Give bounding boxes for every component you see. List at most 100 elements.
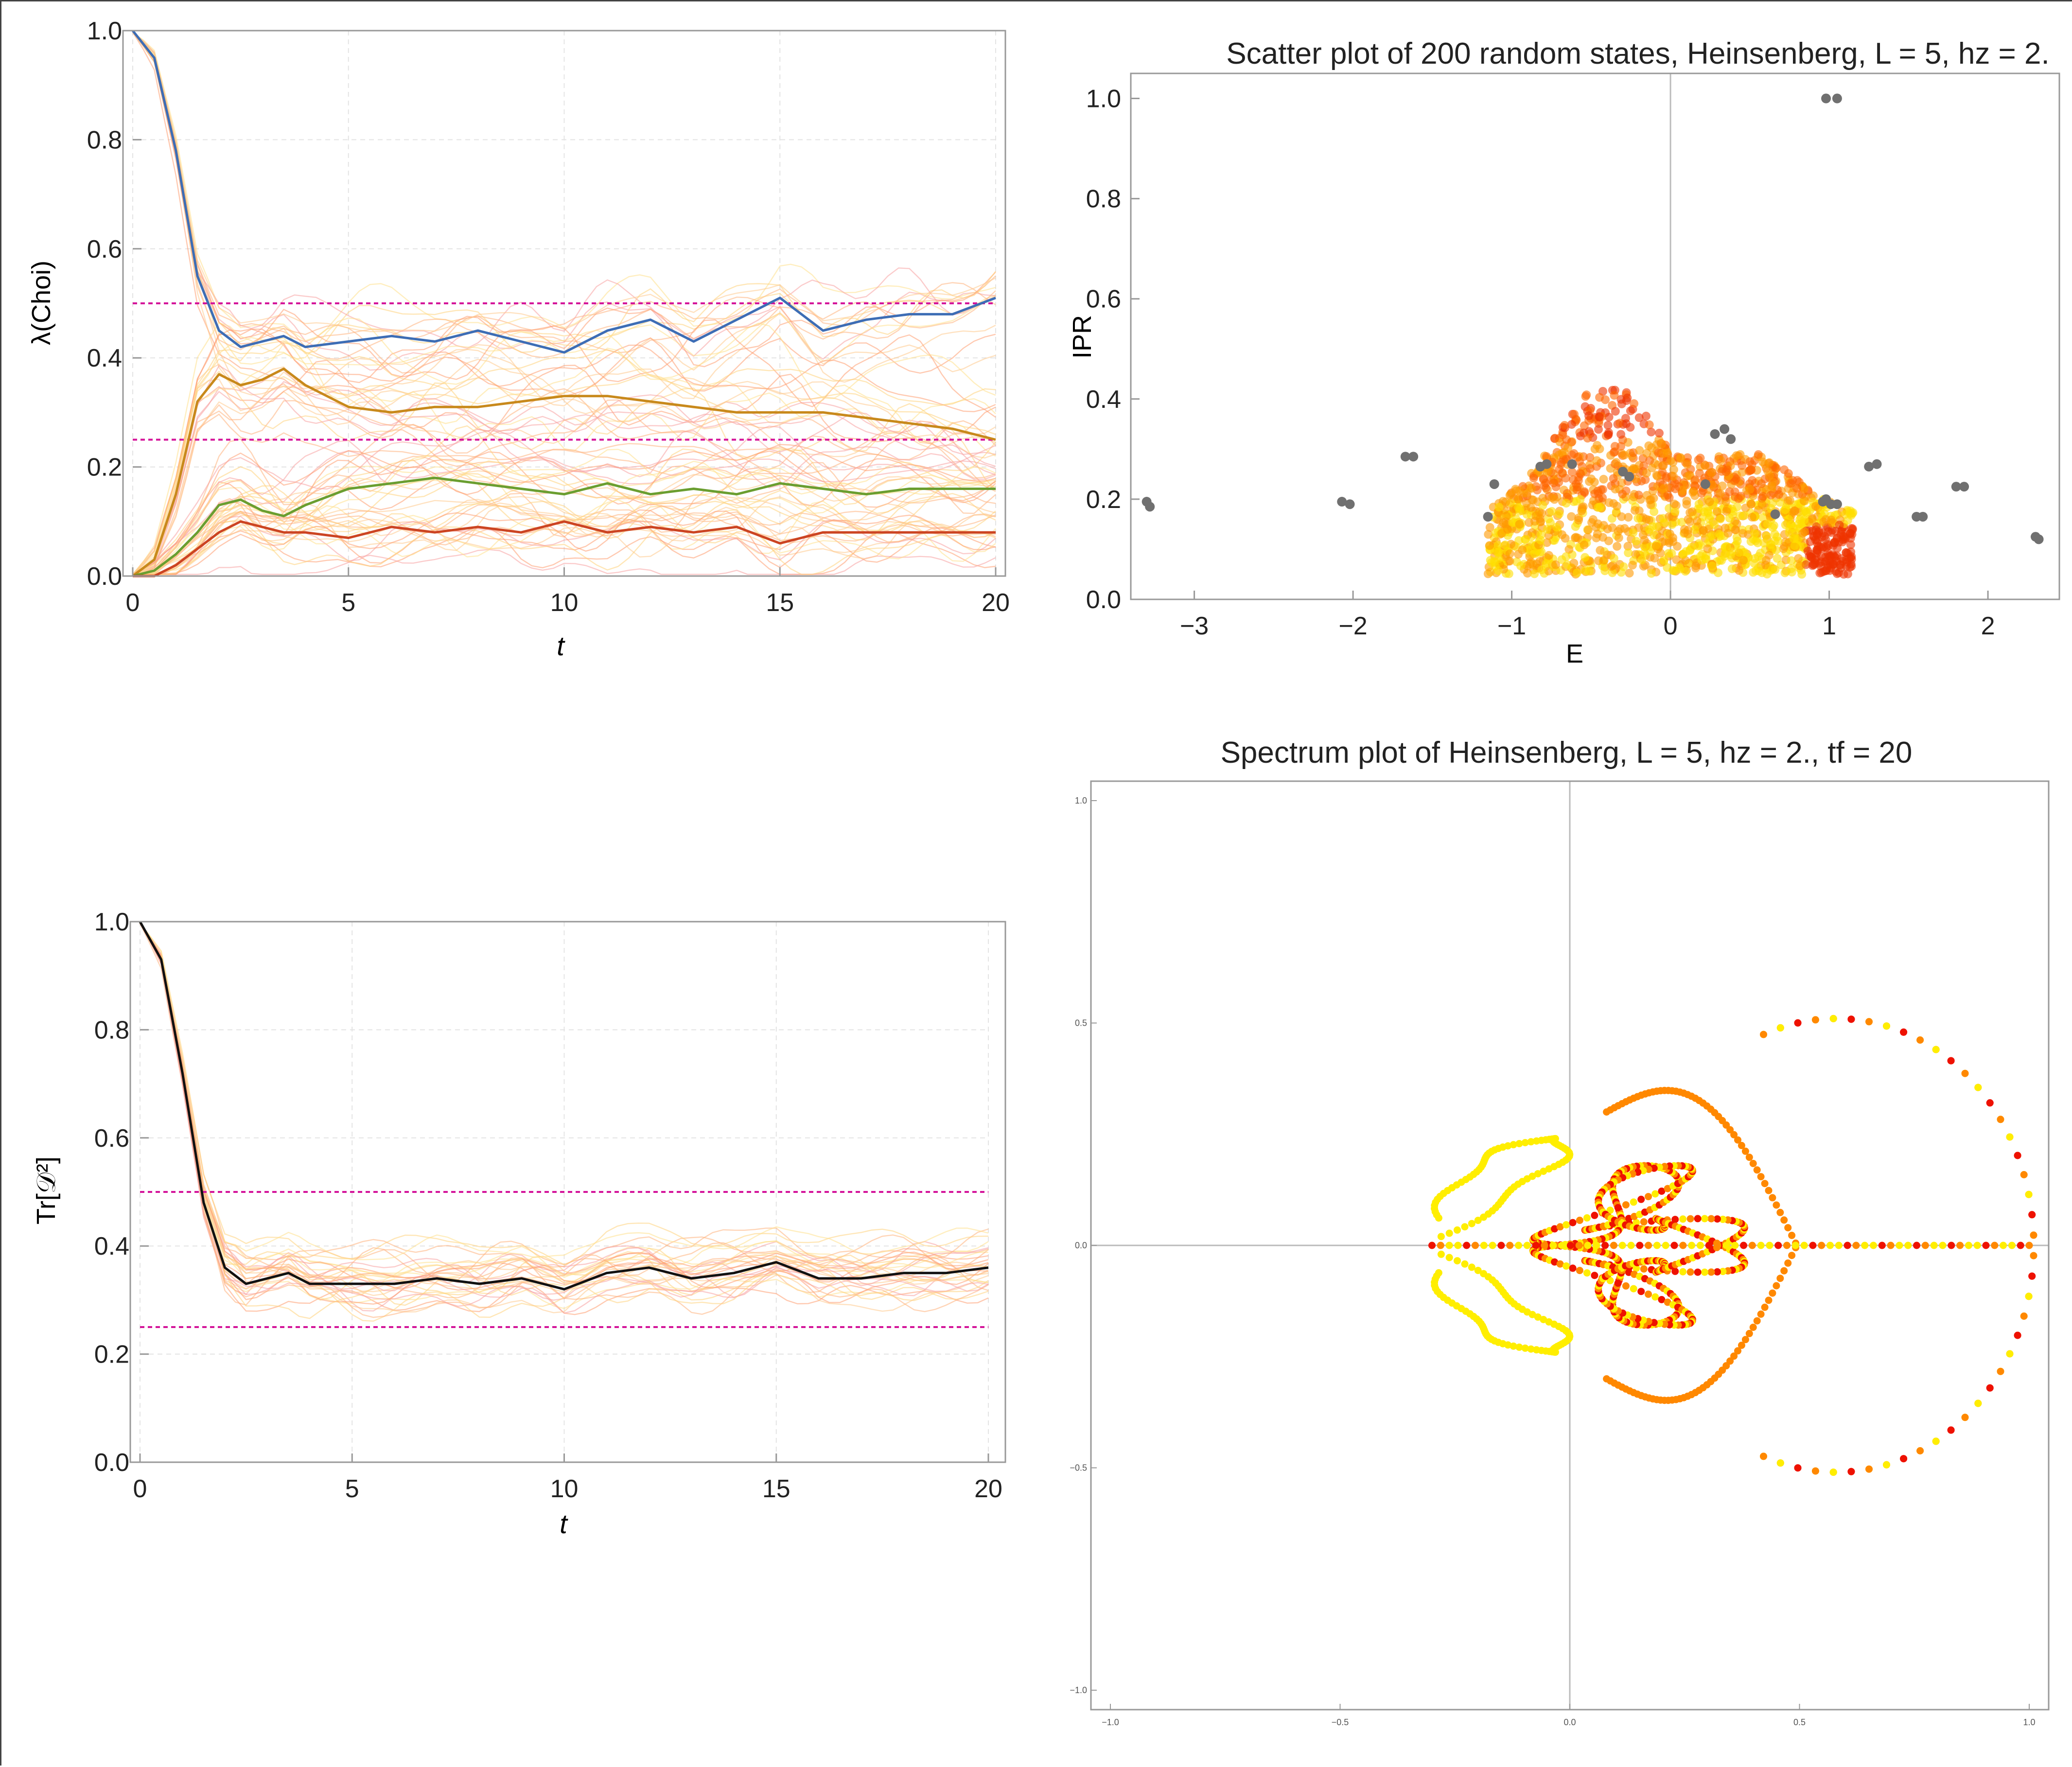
eigenvalue-point — [1761, 1303, 1769, 1311]
eigenvalue-point — [1811, 1467, 1819, 1475]
state-point — [1843, 549, 1852, 558]
eigenvalue-point — [1614, 1279, 1622, 1287]
eigenvalue-point — [1549, 1242, 1557, 1249]
eigenvalue-point — [1694, 1268, 1702, 1276]
state-point — [1647, 569, 1656, 578]
eigenvalue-point — [2020, 1312, 2028, 1320]
state-point — [1747, 500, 1756, 508]
state-point — [1630, 399, 1639, 408]
eigenvalue-point — [1445, 1229, 1453, 1237]
state-point — [1585, 477, 1594, 486]
eigenvalue-point — [1510, 1141, 1517, 1149]
state-point — [1690, 475, 1700, 484]
eigenvalue-point — [1461, 1260, 1469, 1268]
eigenstate-point — [2034, 534, 2044, 544]
eigenvalue-point — [1776, 1275, 1784, 1282]
eigenstate-point — [1832, 93, 1842, 104]
state-point — [1814, 528, 1823, 537]
background-trajectory — [132, 32, 996, 362]
y-axis-label: Tr[𝒟²] — [32, 1156, 61, 1225]
state-point — [1657, 439, 1667, 449]
eigenvalue-point — [1948, 1242, 1955, 1249]
y-tick-label: 1.0 — [1086, 85, 1121, 113]
state-point — [1549, 478, 1559, 488]
eigenvalue-point — [1757, 1242, 1765, 1249]
state-point — [1696, 552, 1705, 561]
state-point — [1610, 447, 1619, 456]
state-point — [1679, 550, 1688, 559]
eigenvalue-point — [1679, 1242, 1687, 1249]
state-point — [1594, 425, 1603, 434]
eigenvalue-point — [1784, 1224, 1792, 1232]
state-point — [1669, 465, 1678, 474]
eigenstate-point — [1483, 511, 1493, 522]
state-point — [1494, 503, 1504, 512]
eigenstate-point — [1542, 459, 1552, 469]
state-point — [1531, 511, 1541, 521]
eigenvalue-point — [1679, 1215, 1687, 1223]
state-point — [1684, 525, 1693, 535]
background-trajectory — [132, 32, 996, 349]
eigenvalue-point — [2030, 1231, 2037, 1239]
x-tick-label: 10 — [550, 1475, 579, 1503]
background-trajectory — [140, 923, 989, 1265]
eigenvalue-point — [1679, 1268, 1687, 1276]
eigenvalue-point — [1651, 1293, 1659, 1301]
state-point — [1634, 413, 1644, 422]
eigenvalue-point — [1730, 1352, 1738, 1360]
eigenvalue-point — [1811, 1016, 1819, 1024]
eigenvalue-point — [1556, 1223, 1564, 1231]
eigenvalue-point — [1686, 1268, 1694, 1276]
y-tick-label: 0.8 — [87, 126, 122, 154]
state-point — [1716, 514, 1725, 524]
purity-chart: 0 5 10 15 20 0.0 0.2 0.4 0.6 0.8 1.0 t Tr[𝒟²] — [1, 700, 1037, 1767]
eigenvalue-point — [1707, 1215, 1715, 1223]
state-point — [1501, 540, 1510, 549]
eigenvalue-point — [1622, 1282, 1630, 1290]
x-tick-label: 10 — [550, 589, 579, 617]
state-point — [1493, 541, 1502, 550]
y-tick-label: 0.8 — [94, 1016, 129, 1044]
eigenvalue-point — [1671, 1267, 1679, 1275]
state-point — [1501, 497, 1510, 507]
state-point — [1683, 460, 1692, 469]
eigenvalue-point — [1986, 1099, 1994, 1107]
state-point — [1748, 512, 1757, 522]
state-point — [1816, 561, 1825, 571]
state-point — [1570, 410, 1579, 419]
eigenvalue-point — [1956, 1242, 1964, 1249]
state-point — [1505, 549, 1514, 559]
state-point — [1514, 550, 1523, 559]
state-point — [1591, 523, 1600, 532]
state-point — [1745, 457, 1755, 466]
eigenvalue-point — [1636, 1242, 1644, 1249]
plot-frame — [1130, 72, 2060, 600]
eigenvalue-point — [1707, 1268, 1715, 1276]
state-point — [1738, 461, 1747, 470]
state-point — [1645, 495, 1654, 505]
state-point — [1612, 458, 1621, 467]
state-point — [1604, 498, 1614, 507]
eigenvalue-point — [2014, 1152, 2021, 1159]
background-trajectory — [132, 365, 996, 575]
state-point — [1758, 513, 1768, 522]
state-point — [1618, 490, 1627, 499]
eigenvalue-point — [1713, 1268, 1721, 1276]
state-point — [1705, 533, 1715, 542]
eigenvalue-point — [1523, 1242, 1531, 1249]
background-trajectory — [132, 383, 996, 575]
state-point — [1623, 542, 1633, 551]
background-trajectory — [140, 923, 989, 1260]
state-point — [1616, 430, 1626, 439]
eigenvalue-point — [1794, 1464, 1802, 1472]
eigenvalue-point — [1713, 1215, 1721, 1223]
state-point — [1599, 474, 1608, 484]
eigenvalue-point — [1780, 1267, 1788, 1275]
state-point — [1493, 566, 1503, 575]
state-point — [1580, 421, 1589, 430]
eigenvalue-point — [1558, 1242, 1566, 1249]
state-point — [1829, 560, 1839, 569]
state-point — [1635, 446, 1644, 455]
state-point — [1765, 458, 1774, 467]
eigenvalue-point — [1761, 1180, 1769, 1188]
